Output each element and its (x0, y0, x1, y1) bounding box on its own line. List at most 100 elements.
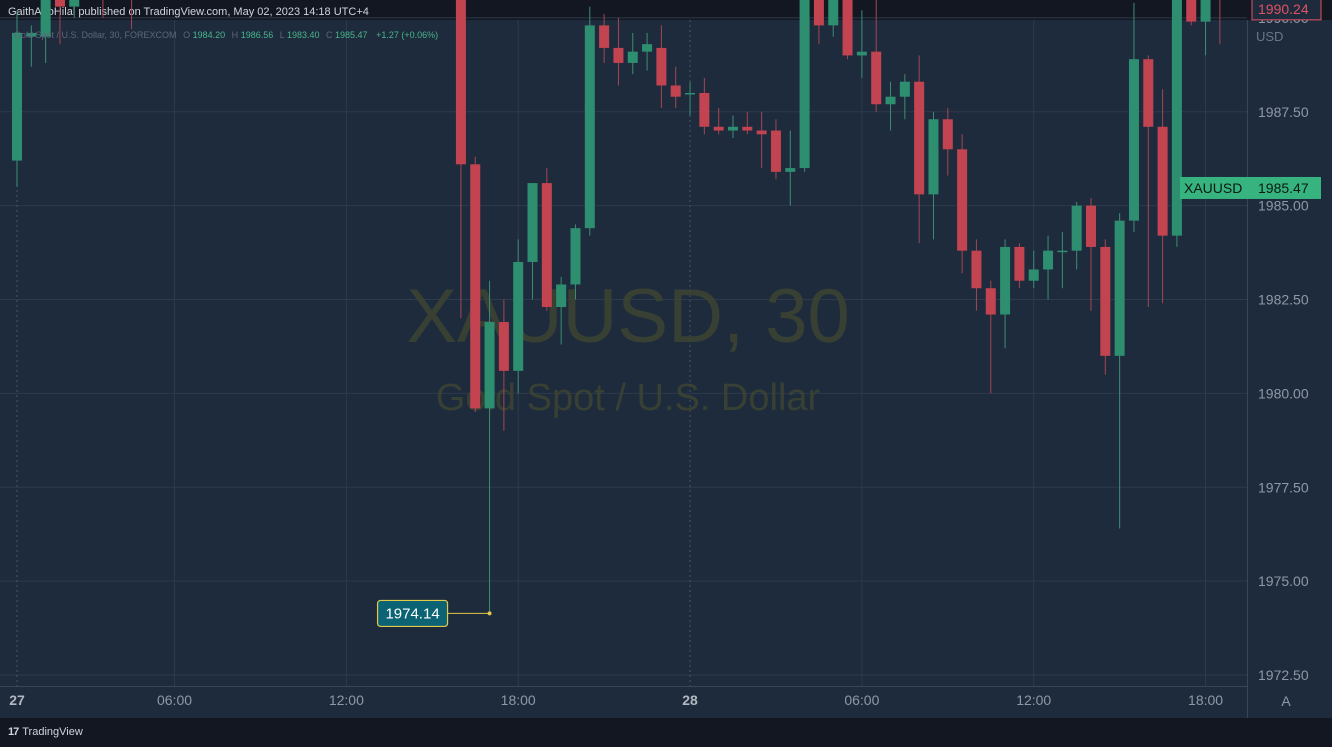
candle (799, 0, 810, 172)
candle-body (1028, 269, 1039, 281)
x-tick-label: 06:00 (844, 692, 879, 708)
candle-body (828, 0, 839, 26)
legend-high-label: H (232, 30, 239, 40)
candle (656, 25, 667, 108)
candle (527, 183, 538, 300)
price-scale-labels: 1990.24 XAUUSD 1985.47 (1180, 0, 1322, 199)
candle-body (470, 164, 481, 409)
candle (613, 17, 624, 86)
candle (1043, 235, 1054, 300)
price-axis[interactable]: 1972.50 1975.00 1977.50 1980.00 1982.50 1985.… (1258, 0, 1309, 683)
candle-body (899, 81, 910, 97)
candle (742, 111, 753, 135)
candle-body (871, 51, 882, 105)
candle-body (40, 0, 51, 37)
candle-body (785, 168, 796, 172)
candle-body (670, 85, 681, 97)
candle-body (1186, 0, 1197, 22)
candle-body (69, 0, 80, 7)
candle (69, 0, 80, 18)
candle (985, 280, 996, 394)
svg-text:Gold Spot / U.S. Dollar, 30, F: Gold Spot / U.S. Dollar, 30, FOREXCOM O … (14, 30, 438, 40)
time-axis[interactable]: 27 06:00 12:00 18:00 28 06:00 12:00 18:00 (9, 692, 1223, 708)
x-tick-label: 06:00 (157, 692, 192, 708)
annotation-dot (487, 611, 492, 616)
y-tick-label: 1985.00 (1258, 198, 1309, 214)
candle-body (599, 25, 610, 48)
candle (1071, 201, 1082, 270)
x-tick-label: 28 (682, 692, 698, 708)
candle-body (26, 32, 37, 37)
candle-body (985, 288, 996, 315)
candle (40, 0, 51, 63)
candle-body (584, 25, 595, 229)
candle (570, 224, 581, 300)
candle (627, 32, 638, 75)
candle-body (1043, 250, 1054, 270)
footer: 17 TradingView (8, 726, 83, 738)
candle (1014, 243, 1025, 289)
annotation-label: 1974.14 (376, 599, 492, 628)
candle-body (1157, 126, 1168, 236)
candle (584, 6, 595, 236)
y-tick-label: 1975.00 (1258, 573, 1309, 589)
x-tick-label: 12:00 (1016, 692, 1051, 708)
candle (842, 0, 853, 60)
candle (670, 66, 681, 108)
auto-scale-button[interactable]: A (1281, 693, 1291, 709)
candle-body (656, 47, 667, 86)
candle-body (957, 149, 968, 251)
candle (1128, 2, 1139, 232)
candle (131, 0, 133, 30)
watermark-sub: Gold Spot / U.S. Dollar (436, 377, 821, 419)
candle (1157, 89, 1168, 304)
candle (1100, 239, 1111, 375)
candle (928, 111, 939, 240)
candle-body (914, 81, 925, 195)
candle (1200, 0, 1211, 56)
candle-body (728, 126, 738, 131)
price-label: 1990.24 (1251, 0, 1322, 21)
candle (957, 134, 968, 274)
candle (1057, 231, 1068, 289)
candle-body (527, 183, 538, 262)
candle-body (1014, 246, 1025, 281)
legend-high: 1986.56 (241, 30, 274, 40)
annotation-box (376, 599, 449, 628)
candle-body (541, 183, 552, 308)
candle-body (928, 119, 939, 195)
x-tick-label: 12:00 (329, 692, 364, 708)
candle (899, 74, 910, 120)
price-label-text: 1985.47 (1258, 180, 1309, 196)
candle (102, 0, 104, 18)
x-tick-label: 27 (9, 692, 25, 708)
legend-ohlc: Gold Spot / U.S. Dollar, 30, FOREXCOM O … (14, 30, 438, 40)
legend-change: +1.27 (+0.06%) (376, 30, 438, 40)
candle (871, 0, 882, 112)
y-tick-label: 1980.00 (1258, 385, 1309, 401)
currency-label: USD (1256, 29, 1283, 44)
candle (1028, 250, 1039, 289)
legend-low: 1983.40 (287, 30, 320, 40)
candle (1219, 0, 1221, 45)
legend-close-label: C (326, 30, 333, 40)
candle-body (498, 322, 509, 371)
candle-body (856, 51, 867, 56)
legend-close: 1985.47 (335, 30, 368, 40)
candle (914, 55, 925, 244)
candles (12, 0, 1221, 614)
chart-background (0, 20, 1332, 718)
candle (556, 276, 567, 345)
candle-body (1071, 205, 1082, 251)
candle (713, 107, 724, 135)
y-tick-label: 1972.50 (1258, 667, 1309, 683)
candle-body (1086, 205, 1096, 247)
price-annotations: 2003.381997.841974.14 (376, 599, 492, 628)
candle-body (1114, 220, 1125, 356)
candle (541, 168, 552, 311)
candle (770, 119, 781, 180)
candle (54, 0, 65, 45)
footer-brand: TradingView (22, 726, 83, 738)
x-tick-label: 18:00 (1188, 692, 1223, 708)
